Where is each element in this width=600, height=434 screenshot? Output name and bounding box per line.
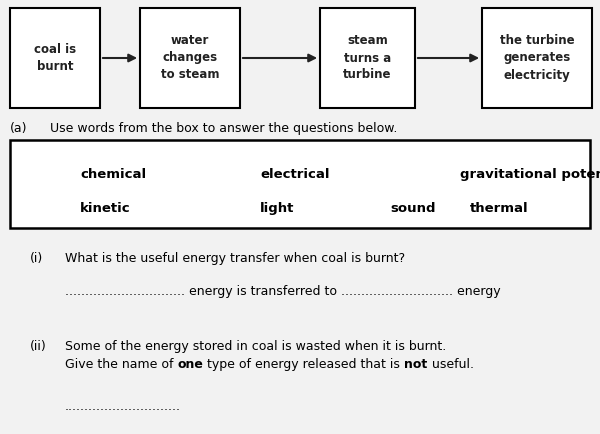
- Text: electrical: electrical: [260, 168, 329, 181]
- Bar: [10, 140, 590, 228]
- Text: (ii): (ii): [30, 340, 47, 353]
- Text: water
changes
to steam: water changes to steam: [161, 34, 219, 82]
- Text: Some of the energy stored in coal is wasted when it is burnt.: Some of the energy stored in coal is was…: [65, 340, 446, 353]
- Text: coal is
burnt: coal is burnt: [34, 43, 76, 73]
- Text: Use words from the box to answer the questions below.: Use words from the box to answer the que…: [50, 122, 397, 135]
- Text: not: not: [404, 358, 427, 371]
- Bar: [10, 8, 100, 108]
- Text: light: light: [260, 202, 295, 215]
- Text: thermal: thermal: [470, 202, 529, 215]
- Text: .............................. energy is transferred to ........................: .............................. energy is…: [65, 285, 500, 298]
- Text: steam
turns a
turbine: steam turns a turbine: [343, 34, 392, 82]
- Text: chemical: chemical: [80, 168, 146, 181]
- Text: gravitational potential: gravitational potential: [460, 168, 600, 181]
- Text: sound: sound: [390, 202, 436, 215]
- Text: type of energy released that is: type of energy released that is: [203, 358, 404, 371]
- Text: (a): (a): [10, 122, 28, 135]
- Text: the turbine
generates
electricity: the turbine generates electricity: [500, 34, 574, 82]
- Text: one: one: [178, 358, 203, 371]
- Bar: [140, 8, 240, 108]
- Text: Give the name of: Give the name of: [65, 358, 178, 371]
- Bar: [320, 8, 415, 108]
- Text: What is the useful energy transfer when coal is burnt?: What is the useful energy transfer when …: [65, 252, 405, 265]
- Text: kinetic: kinetic: [80, 202, 131, 215]
- Text: .............................: .............................: [65, 400, 181, 413]
- Bar: [482, 8, 592, 108]
- Text: useful.: useful.: [427, 358, 473, 371]
- Text: (i): (i): [30, 252, 43, 265]
